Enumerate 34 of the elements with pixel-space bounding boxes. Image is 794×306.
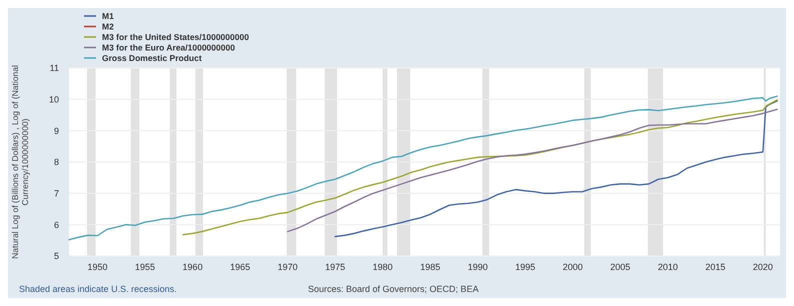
x-tick-label: 1980 — [372, 262, 393, 272]
x-tick-label: 2010 — [658, 262, 678, 272]
y-tick-label: 8 — [54, 157, 59, 168]
line-series — [286, 108, 778, 232]
y-tick-label: 5 — [54, 251, 59, 262]
x-tick-label: 1990 — [468, 262, 488, 272]
y-tick-label: 9 — [54, 126, 59, 136]
y-tick-label: 6 — [54, 220, 59, 230]
x-tick-label: 1950 — [88, 262, 108, 272]
x-tick-label: 2005 — [610, 262, 630, 272]
x-tick-label: 2000 — [562, 262, 583, 272]
x-tick-label: 1955 — [135, 262, 156, 272]
x-tick-label: 1965 — [230, 262, 250, 272]
y-tick-label: 11 — [50, 63, 59, 74]
x-tick-label: 2020 — [752, 262, 773, 272]
legend-label: M3 for the Euro Area/1000000000 — [102, 42, 236, 52]
x-tick-label: 1995 — [515, 262, 536, 272]
line-series — [334, 100, 778, 238]
y-axis-title: Natural Log of (Billions of Dollars) , Log of (National Currency/1000000000) — [10, 65, 30, 259]
legend-label: M3 for the United States/1000000000 — [102, 32, 250, 42]
text: Shaded areas indicate U.S. recessions. — [19, 284, 177, 294]
legend-label: M1 — [102, 10, 114, 21]
source-note: Sources: Board of Governors; OECD; BEA — [308, 284, 479, 294]
legend-label: Gross Domestic Product — [102, 52, 202, 63]
x-tick-label: 2015 — [705, 262, 726, 272]
x-tick-label: 1970 — [278, 262, 298, 272]
y-tick-label: 10 — [48, 94, 59, 104]
line-series — [182, 99, 778, 236]
x-tick-label: 1960 — [182, 262, 203, 272]
x-tick-label: 1975 — [325, 262, 346, 272]
x-tick-label: 1985 — [420, 262, 440, 272]
legend-label: M2 — [102, 21, 114, 32]
line-series — [68, 96, 778, 240]
y-tick-label: 7 — [54, 188, 59, 198]
